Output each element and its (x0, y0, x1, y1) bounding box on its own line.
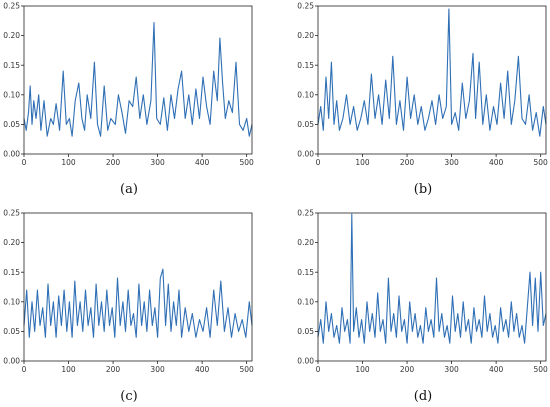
y-tick-label-c-5: 0.25 (3, 209, 20, 218)
x-tick-label-b-0: 0 (316, 158, 321, 167)
subplot-b: 0 100 200 300 400 500 0.00 0.05 0.10 0.15 0.20 0.25 (297, 2, 548, 167)
axes-frame-a (23, 5, 253, 155)
x-tick-label-a-4: 400 (195, 158, 210, 167)
y-tick-label-c-2: 0.10 (3, 297, 20, 306)
y-tick-label-a-4: 0.20 (3, 31, 20, 40)
panel-label-c: (c) (120, 389, 137, 404)
x-tick-label-a-5: 500 (239, 158, 254, 167)
x-tick-label-a-1: 100 (61, 158, 76, 167)
axes-frame-b (317, 5, 547, 155)
y-tick-label-b-3: 0.15 (297, 61, 314, 70)
x-tick-label-c-5: 500 (239, 365, 254, 374)
y-tick-label-d-1: 0.05 (297, 327, 314, 336)
x-tick-label-a-0: 0 (22, 158, 27, 167)
y-tick-label-d-5: 0.25 (297, 209, 314, 218)
series-line-c (23, 268, 253, 338)
y-tick-label-c-4: 0.20 (3, 238, 20, 247)
x-tick-label-b-1: 100 (355, 158, 370, 167)
y-tick-label-c-0: 0.00 (3, 357, 20, 366)
x-tick-label-c-1: 100 (61, 365, 76, 374)
x-tick-label-c-0: 0 (22, 365, 27, 374)
axes-frame-c (23, 212, 253, 362)
panel-label-d: (d) (414, 389, 432, 404)
y-tick-label-b-2: 0.10 (297, 90, 314, 99)
y-tick-label-d-2: 0.10 (297, 297, 314, 306)
x-tick-label-d-3: 300 (444, 365, 459, 374)
y-tick-label-a-1: 0.05 (3, 120, 20, 129)
y-tick-label-c-1: 0.05 (3, 327, 20, 336)
x-tick-label-d-2: 200 (400, 365, 415, 374)
series-line-a (23, 22, 253, 137)
y-tick-label-d-4: 0.20 (297, 238, 314, 247)
x-tick-label-b-5: 500 (533, 158, 548, 167)
x-tick-label-d-0: 0 (316, 365, 321, 374)
y-tick-label-a-2: 0.10 (3, 90, 20, 99)
x-tick-label-a-2: 200 (106, 158, 121, 167)
y-tick-label-a-5: 0.25 (3, 2, 20, 11)
y-tick-label-b-0: 0.00 (297, 150, 314, 159)
panel-label-b: (b) (414, 182, 432, 197)
subplot-d: 0 100 200 300 400 500 0.00 0.05 0.10 0.15 0.20 0.25 (297, 209, 548, 374)
y-tick-label-a-3: 0.15 (3, 61, 20, 70)
subplot-c: 0 100 200 300 400 500 0.00 0.05 0.10 0.15 0.20 0.25 (3, 209, 254, 374)
x-tick-label-a-3: 300 (150, 158, 165, 167)
series-line-d (317, 213, 547, 344)
subplot-a: 0 100 200 300 400 500 0.00 0.05 0.10 0.15 0.20 0.25 (3, 2, 254, 167)
y-tick-label-b-4: 0.20 (297, 31, 314, 40)
axes-frame-d (317, 212, 547, 362)
x-tick-label-b-3: 300 (444, 158, 459, 167)
y-tick-label-b-5: 0.25 (297, 2, 314, 11)
y-tick-label-d-0: 0.00 (297, 357, 314, 366)
x-tick-label-b-2: 200 (400, 158, 415, 167)
x-tick-label-d-1: 100 (355, 365, 370, 374)
x-tick-label-c-3: 300 (150, 365, 165, 374)
y-tick-label-d-3: 0.15 (297, 268, 314, 277)
x-tick-label-c-4: 400 (195, 365, 210, 374)
panel-label-a: (a) (120, 182, 138, 197)
series-line-b (317, 8, 547, 137)
x-tick-label-d-5: 500 (533, 365, 548, 374)
y-tick-label-a-0: 0.00 (3, 150, 20, 159)
y-tick-label-c-3: 0.15 (3, 268, 20, 277)
y-tick-label-b-1: 0.05 (297, 120, 314, 129)
x-tick-label-b-4: 400 (489, 158, 504, 167)
x-tick-label-d-4: 400 (489, 365, 504, 374)
x-tick-label-c-2: 200 (106, 365, 121, 374)
